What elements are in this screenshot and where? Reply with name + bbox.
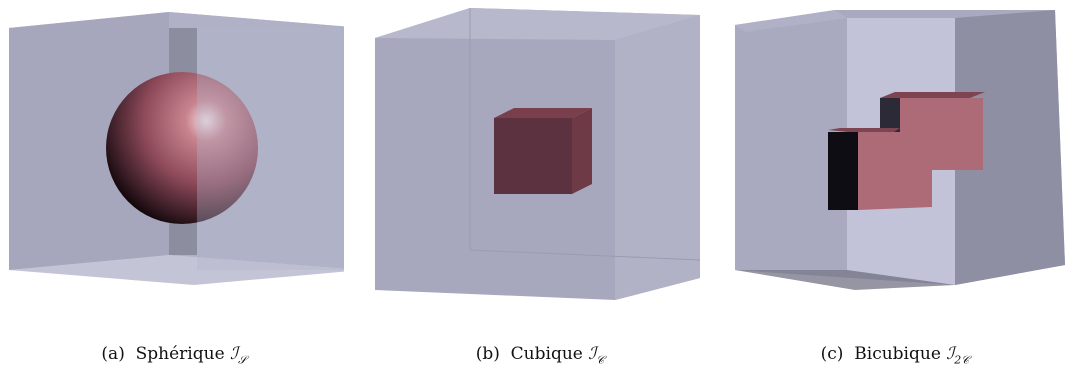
cube-front-overlay xyxy=(197,28,344,270)
cube-top-edge xyxy=(735,10,847,32)
lower-block-front xyxy=(858,132,932,210)
cube-right-face xyxy=(955,10,1065,285)
caption-a: (a) Sphérique ℐ𝒮 xyxy=(101,344,247,367)
cube-top-face xyxy=(375,8,700,40)
cube-right-face xyxy=(615,15,700,300)
cube-floor xyxy=(9,255,344,285)
cube-back-floor-edge xyxy=(469,249,701,261)
bicubic-inclusion-illustration xyxy=(735,10,1065,290)
figure-c-bicubic: (c) Bicubique ℐ2𝒞 xyxy=(725,0,1065,374)
inner-cube-front xyxy=(494,118,572,194)
sphere-inclusion xyxy=(106,72,258,224)
cubic-inclusion-illustration xyxy=(375,8,701,300)
cube-left-face xyxy=(9,12,169,270)
inner-cube-top xyxy=(494,108,592,118)
figure-a-spherical: (a) Sphérique ℐ𝒮 xyxy=(4,0,344,374)
upper-block-front xyxy=(900,98,983,170)
caption-b: (b) Cubique ℐ𝒞 xyxy=(475,344,605,367)
caption-c: (c) Bicubique ℐ2𝒞 xyxy=(820,344,970,367)
upper-block-top xyxy=(880,92,985,98)
spherical-inclusion-illustration xyxy=(9,12,344,285)
figure-b-cubic: (b) Cubique ℐ𝒞 xyxy=(370,0,710,374)
lower-block-side xyxy=(828,132,858,210)
inner-cube-side xyxy=(572,108,592,194)
cube-floor xyxy=(735,270,955,290)
